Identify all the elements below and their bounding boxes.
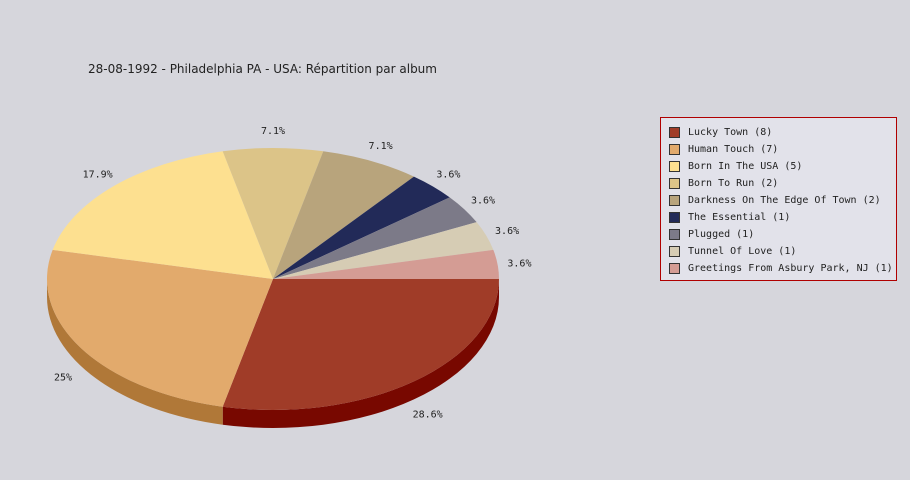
legend-swatch-3 bbox=[669, 178, 680, 189]
legend-label-2: Born In The USA (5) bbox=[688, 161, 803, 172]
pie-percent-label-8: 3.6% bbox=[507, 258, 531, 269]
pie-percent-label-2: 17.9% bbox=[83, 170, 113, 181]
legend-label-5: The Essential (1) bbox=[688, 212, 791, 223]
pie-percent-label-7: 3.6% bbox=[495, 226, 519, 237]
legend-swatch-1 bbox=[669, 144, 680, 155]
pie-slice-6 bbox=[273, 197, 477, 279]
legend-label-3: Born To Run (2) bbox=[688, 178, 779, 189]
legend-item-7: Tunnel Of Love (1) bbox=[669, 243, 896, 260]
legend-label-4: Darkness On The Edge Of Town (2) bbox=[688, 195, 881, 206]
legend-swatch-6 bbox=[669, 229, 680, 240]
legend-item-1: Human Touch (7) bbox=[669, 141, 896, 158]
pie-slice-8 bbox=[273, 249, 499, 279]
legend-item-4: Darkness On The Edge Of Town (2) bbox=[669, 192, 896, 209]
pie-slice-2 bbox=[52, 151, 273, 279]
legend-item-3: Born To Run (2) bbox=[669, 175, 896, 192]
legend-swatch-2 bbox=[669, 161, 680, 172]
legend-swatch-0 bbox=[669, 127, 680, 138]
legend-item-2: Born In The USA (5) bbox=[669, 158, 896, 175]
legend-swatch-5 bbox=[669, 212, 680, 223]
legend-item-8: Greetings From Asbury Park, NJ (1) bbox=[669, 260, 896, 277]
legend-label-8: Greetings From Asbury Park, NJ (1) bbox=[688, 263, 893, 274]
pie-slice-4 bbox=[273, 151, 414, 279]
legend-label-7: Tunnel Of Love (1) bbox=[688, 246, 797, 257]
legend-swatch-8 bbox=[669, 263, 680, 274]
legend-item-6: Plugged (1) bbox=[669, 226, 896, 243]
pie-percent-label-4: 7.1% bbox=[369, 141, 393, 152]
pie-slice-7 bbox=[273, 222, 494, 279]
legend-label-0: Lucky Town (8) bbox=[688, 127, 773, 138]
pie-slice-5 bbox=[273, 176, 450, 279]
legend-swatch-4 bbox=[669, 195, 680, 206]
legend-item-5: The Essential (1) bbox=[669, 209, 896, 226]
legend-label-1: Human Touch (7) bbox=[688, 144, 779, 155]
pie-slice-3 bbox=[222, 147, 324, 279]
legend-item-0: Lucky Town (8) bbox=[669, 124, 896, 141]
pie-percent-label-5: 3.6% bbox=[436, 170, 460, 181]
pie-percent-label-1: 25% bbox=[54, 372, 72, 383]
legend-label-6: Plugged (1) bbox=[688, 229, 755, 240]
pie-slice-0 bbox=[222, 279, 499, 410]
pie-percent-label-0: 28.6% bbox=[413, 409, 443, 420]
legend-swatch-7 bbox=[669, 246, 680, 257]
chart-title: 28-08-1992 - Philadelphia PA - USA: Répa… bbox=[88, 62, 437, 76]
pie-percent-label-3: 7.1% bbox=[261, 126, 285, 137]
pie-percent-label-6: 3.6% bbox=[471, 196, 495, 207]
pie-slice-1 bbox=[46, 249, 273, 407]
pie-side-0 bbox=[222, 279, 499, 428]
legend: Lucky Town (8) Human Touch (7) Born In The… bbox=[660, 117, 897, 281]
pie-side-1 bbox=[47, 279, 223, 425]
